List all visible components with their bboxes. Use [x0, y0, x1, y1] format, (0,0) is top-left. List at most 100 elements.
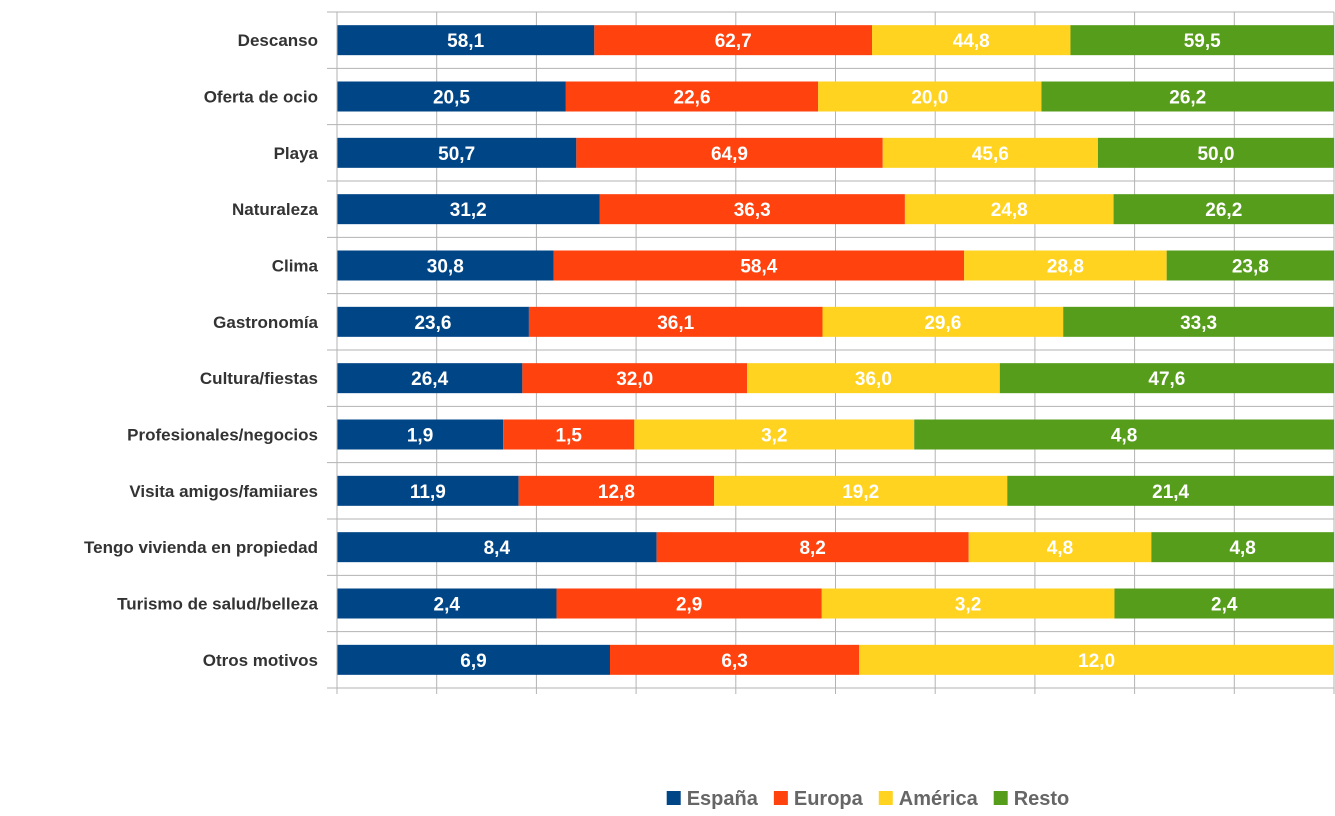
bar-resto-visita-amigos-famiiares — [1007, 475, 1334, 506]
value-label-resto-descanso: 59,5 — [1184, 31, 1221, 52]
value-label-espana-profesionales-negocios: 1,9 — [407, 426, 433, 447]
value-label-espana-oferta-de-ocio: 20,5 — [433, 88, 470, 109]
legend: España Europa América Resto — [666, 788, 1069, 810]
bar-espana-gastronomia — [337, 306, 529, 337]
value-label-america-clima: 28,8 — [1047, 257, 1084, 278]
value-label-america-tengo-vivienda-en-propiedad: 4,8 — [1047, 538, 1073, 559]
bar-espana-visita-amigos-famiiares — [337, 475, 519, 506]
value-label-europa-gastronomia: 36,1 — [657, 313, 694, 334]
value-label-resto-gastronomia: 33,3 — [1180, 313, 1217, 334]
bar-espana-turismo-de-salud-belleza — [337, 588, 557, 619]
bar-america-turismo-de-salud-belleza — [821, 588, 1115, 619]
value-labels: 58,1 62,7 44,8 59,5 20,5 22,6 20,0 26,2 50,7 64,9… — [407, 31, 1269, 672]
bar-america-profesionales-negocios — [634, 419, 915, 450]
bar-europa-tengo-vivienda-en-propiedad — [656, 532, 969, 563]
bar-resto-profesionales-negocios — [914, 419, 1334, 450]
value-label-espana-tengo-vivienda-en-propiedad: 8,4 — [484, 538, 511, 559]
bar-europa-playa — [576, 137, 883, 168]
value-label-america-naturaleza: 24,8 — [991, 200, 1028, 221]
value-label-espana-turismo-de-salud-belleza: 2,4 — [434, 595, 461, 616]
bar-espana-playa — [337, 137, 577, 168]
bar-america-clima — [964, 250, 1167, 281]
value-label-resto-playa: 50,0 — [1197, 144, 1234, 165]
value-label-europa-visita-amigos-famiiares: 12,8 — [598, 482, 635, 503]
category-labels: Descanso Oferta de ocio Playa Naturaleza Cli… — [84, 31, 318, 670]
category-label-descanso: Descanso — [238, 31, 318, 50]
grid-lines — [327, 11, 1335, 694]
value-label-espana-playa: 50,7 — [438, 144, 475, 165]
bar-espana-descanso — [337, 25, 595, 56]
legend-swatch-resto — [993, 791, 1008, 805]
category-label-profesionales-negocios: Profesionales/negocios — [127, 426, 318, 445]
legend-swatch-espana — [666, 791, 681, 805]
value-label-europa-tengo-vivienda-en-propiedad: 8,2 — [799, 538, 825, 559]
bar-resto-clima — [1166, 250, 1334, 281]
category-label-turismo-de-salud-belleza: Turismo de salud/belleza — [117, 595, 318, 614]
value-label-espana-cultura-fiestas: 26,4 — [411, 369, 448, 390]
bar-america-gastronomia — [822, 306, 1064, 337]
category-label-naturaleza: Naturaleza — [232, 200, 319, 219]
value-label-europa-descanso: 62,7 — [715, 31, 752, 52]
category-label-gastronomia: Gastronomía — [213, 313, 318, 332]
bar-europa-clima — [553, 250, 965, 281]
value-label-europa-otros-motivos: 6,3 — [721, 651, 747, 672]
bar-america-otros-motivos — [859, 644, 1334, 675]
bar-europa-cultura-fiestas — [522, 363, 748, 394]
value-label-europa-naturaleza: 36,3 — [734, 200, 771, 221]
value-label-america-oferta-de-ocio: 20,0 — [911, 88, 948, 109]
value-label-resto-profesionales-negocios: 4,8 — [1111, 426, 1137, 447]
bar-europa-otros-motivos — [609, 644, 860, 675]
value-label-resto-naturaleza: 26,2 — [1205, 200, 1242, 221]
value-label-espana-naturaleza: 31,2 — [450, 200, 487, 221]
category-label-oferta-de-ocio: Oferta de ocio — [204, 88, 318, 107]
bar-espana-oferta-de-ocio — [337, 81, 566, 112]
value-label-resto-turismo-de-salud-belleza: 2,4 — [1211, 595, 1238, 616]
category-label-playa: Playa — [274, 144, 319, 163]
legend-swatch-europa — [773, 791, 788, 805]
bar-europa-descanso — [594, 25, 873, 56]
value-label-europa-playa: 64,9 — [711, 144, 748, 165]
legend-label-america: América — [899, 788, 979, 810]
value-label-america-profesionales-negocios: 3,2 — [761, 426, 787, 447]
category-label-otros-motivos: Otros motivos — [203, 651, 318, 670]
value-label-espana-clima: 30,8 — [427, 257, 464, 278]
bar-europa-visita-amigos-famiiares — [518, 475, 715, 506]
bar-america-descanso — [872, 25, 1071, 56]
value-label-espana-descanso: 58,1 — [447, 31, 484, 52]
value-label-resto-visita-amigos-famiiares: 21,4 — [1152, 482, 1189, 503]
value-label-resto-clima: 23,8 — [1232, 257, 1269, 278]
legend-swatch-america — [878, 791, 893, 805]
bar-espana-otros-motivos — [337, 644, 610, 675]
bar-europa-profesionales-negocios — [503, 419, 635, 450]
category-label-tengo-vivienda-en-propiedad: Tengo vivienda en propiedad — [84, 538, 318, 557]
bar-resto-tengo-vivienda-en-propiedad — [1151, 532, 1334, 563]
value-label-america-gastronomia: 29,6 — [924, 313, 961, 334]
value-label-america-otros-motivos: 12,0 — [1078, 651, 1115, 672]
value-label-resto-cultura-fiestas: 47,6 — [1148, 369, 1185, 390]
bars — [337, 25, 1334, 675]
value-label-america-descanso: 44,8 — [953, 31, 990, 52]
bar-espana-naturaleza — [337, 194, 600, 225]
bar-europa-gastronomia — [528, 306, 823, 337]
bar-resto-turismo-de-salud-belleza — [1114, 588, 1334, 619]
legend-label-espana: España — [687, 788, 759, 810]
value-label-europa-turismo-de-salud-belleza: 2,9 — [676, 595, 702, 616]
bar-europa-naturaleza — [599, 194, 905, 225]
bar-america-cultura-fiestas — [747, 363, 1000, 394]
bar-resto-naturaleza — [1113, 194, 1334, 225]
bar-espana-tengo-vivienda-en-propiedad — [337, 532, 657, 563]
value-label-espana-otros-motivos: 6,9 — [460, 651, 486, 672]
bar-america-visita-amigos-famiiares — [714, 475, 1008, 506]
category-label-visita-amigos-famiiares: Visita amigos/famiiares — [129, 482, 318, 501]
bar-europa-oferta-de-ocio — [565, 81, 819, 112]
legend-label-europa: Europa — [794, 788, 864, 810]
value-label-america-turismo-de-salud-belleza: 3,2 — [955, 595, 981, 616]
value-label-europa-clima: 58,4 — [740, 257, 777, 278]
bar-resto-playa — [1097, 137, 1334, 168]
bar-resto-descanso — [1070, 25, 1334, 56]
value-label-europa-cultura-fiestas: 32,0 — [616, 369, 653, 390]
value-label-resto-tengo-vivienda-en-propiedad: 4,8 — [1229, 538, 1255, 559]
bar-resto-oferta-de-ocio — [1041, 81, 1334, 112]
value-label-europa-profesionales-negocios: 1,5 — [556, 426, 583, 447]
